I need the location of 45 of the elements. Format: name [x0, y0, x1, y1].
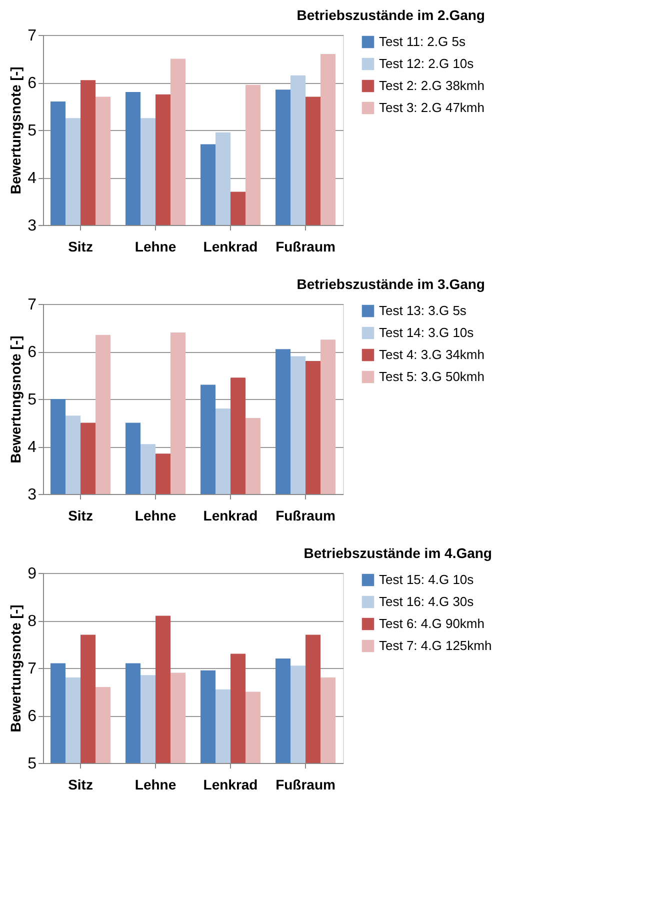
- legend-label: Test 14: 3.G 10s: [379, 325, 474, 340]
- y-tick-label: 4: [28, 439, 37, 456]
- legend-label: Test 16: 4.G 30s: [379, 594, 474, 609]
- y-tick-label: 9: [28, 566, 37, 582]
- text: Betriebszustände im 2.Gang: [296, 7, 485, 23]
- y-tick-label: 5: [28, 756, 37, 772]
- y-axis-title: Bewertungsnote [-]: [8, 66, 24, 194]
- x-tick-label: Lehne: [134, 238, 176, 254]
- y-tick-label: 4: [28, 170, 37, 187]
- x-tick-label: Lenkrad: [203, 238, 258, 254]
- x-tick-label: Lenkrad: [203, 508, 258, 524]
- y-tick-label: 6: [28, 75, 37, 92]
- y-axis-title: Bewertungsnote [-]: [8, 336, 24, 464]
- text: Betriebszustände im 3.Gang: [296, 276, 485, 292]
- x-tick-label: Lehne: [134, 776, 176, 792]
- y-tick-label: 3: [28, 486, 37, 504]
- legend-label: Test 12: 2.G 10s: [379, 56, 474, 71]
- x-tick-label: Sitz: [68, 508, 93, 524]
- text: Betriebszustände im 4.Gang: [304, 545, 492, 561]
- legend-label: Test 6: 4.G 90kmh: [379, 616, 484, 631]
- legend-label: Test 7: 4.G 125kmh: [379, 638, 492, 653]
- legend-label: Test 2: 2.G 38kmh: [379, 78, 484, 93]
- x-tick-label: Fußraum: [276, 238, 336, 254]
- y-tick-label: 6: [28, 708, 37, 725]
- y-tick-label: 6: [28, 344, 37, 361]
- legend-label: Test 4: 3.G 34kmh: [379, 347, 484, 362]
- legend-label: Test 11: 2.G 5s: [379, 34, 466, 49]
- y-tick-label: 5: [28, 122, 37, 140]
- y-tick-label: 3: [28, 218, 37, 234]
- x-tick-label: Lehne: [134, 508, 176, 524]
- y-tick-label: 5: [28, 392, 37, 408]
- y-axis-title: Bewertungsnote [-]: [8, 604, 24, 732]
- x-tick-label: Fußraum: [276, 508, 336, 524]
- legend-label: Test 13: 3.G 5s: [379, 303, 467, 318]
- x-tick-label: Lenkrad: [203, 776, 258, 792]
- legend-label: Test 3: 2.G 47kmh: [379, 100, 484, 115]
- legend-label: Test 5: 3.G 50kmh: [379, 369, 484, 384]
- y-tick-label: 7: [28, 28, 37, 44]
- y-tick-label: 7: [28, 296, 37, 314]
- x-tick-label: Fußraum: [276, 776, 336, 792]
- y-tick-label: 7: [28, 660, 37, 678]
- x-tick-label: Sitz: [68, 776, 93, 792]
- x-tick-label: Sitz: [68, 238, 93, 254]
- legend-label: Test 15: 4.G 10s: [379, 572, 474, 587]
- y-tick-label: 8: [28, 613, 37, 630]
